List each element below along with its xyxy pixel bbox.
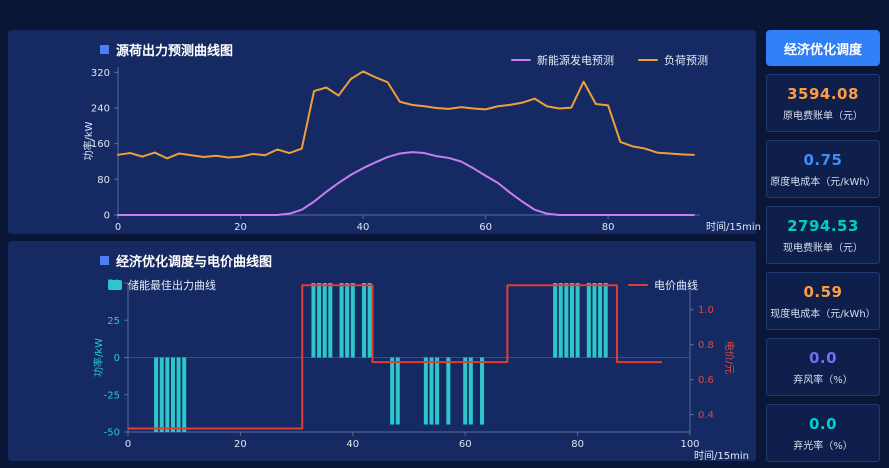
- svg-text:时间/15min: 时间/15min: [706, 220, 761, 233]
- stat-card: 0.0 弃风率（%）: [766, 338, 880, 396]
- svg-text:40: 40: [346, 439, 359, 450]
- svg-text:0.4: 0.4: [698, 410, 714, 421]
- panel-title-text: 经济优化调度与电价曲线图: [116, 255, 273, 270]
- svg-text:80: 80: [571, 439, 584, 450]
- stat-card: 0.75 原度电成本（元/kWh）: [766, 140, 880, 198]
- svg-text:时间/15min: 时间/15min: [694, 449, 749, 462]
- svg-text:0.8: 0.8: [698, 340, 714, 351]
- svg-text:0: 0: [125, 439, 131, 450]
- stat-value: 0.0: [808, 348, 838, 367]
- title-square-icon: [100, 45, 109, 54]
- stat-label: 现度电成本（元/kWh）: [770, 308, 876, 320]
- svg-text:0.6: 0.6: [698, 375, 714, 386]
- stat-value: 2794.53: [787, 216, 859, 235]
- svg-text:100: 100: [680, 439, 699, 450]
- svg-text:320: 320: [91, 68, 110, 79]
- legend-label: 负荷预测: [664, 54, 708, 67]
- svg-text:-50: -50: [104, 428, 120, 439]
- stat-value: 3594.08: [787, 84, 859, 103]
- stat-label: 弃光率（%）: [793, 440, 853, 452]
- legend-label: 电价曲线: [654, 279, 698, 292]
- svg-text:60: 60: [459, 439, 472, 450]
- storage-legend: 储能最佳出力曲线: [108, 277, 216, 293]
- legend-label: 储能最佳出力曲线: [128, 279, 216, 292]
- svg-text:60: 60: [479, 222, 492, 233]
- svg-text:1.0: 1.0: [698, 305, 714, 316]
- svg-text:40: 40: [357, 222, 370, 233]
- stat-card: 2794.53 现电费账单（元）: [766, 206, 880, 264]
- legend-item-storage[interactable]: 储能最佳出力曲线: [108, 277, 216, 293]
- storage-bar-icon: [108, 280, 122, 290]
- svg-text:80: 80: [97, 175, 110, 186]
- source-load-panel-title: 源荷出力预测曲线图: [8, 30, 756, 59]
- svg-text:240: 240: [91, 104, 110, 115]
- economic-dispatch-button[interactable]: 经济优化调度: [766, 30, 880, 66]
- svg-text:-25: -25: [104, 390, 120, 401]
- stat-value: 0.59: [803, 282, 843, 301]
- price-legend: 电价曲线: [628, 277, 698, 293]
- stat-card: 0.0 弃光率（%）: [766, 404, 880, 462]
- stat-label: 现电费账单（元）: [783, 242, 863, 254]
- source-load-legend: 新能源发电预测 负荷预测: [511, 52, 708, 68]
- dispatch-price-chart[interactable]: -50-25025500.40.60.81.0020406080100时间/15…: [8, 272, 756, 466]
- stat-label: 原电费账单（元）: [783, 110, 863, 122]
- svg-text:80: 80: [602, 222, 615, 233]
- svg-text:25: 25: [107, 316, 120, 327]
- stat-value: 0.75: [803, 150, 843, 169]
- svg-text:160: 160: [91, 139, 110, 150]
- svg-text:功率/kW: 功率/kW: [92, 338, 105, 377]
- source-load-panel: 源荷出力预测曲线图 新能源发电预测 负荷预测 0 80 160 240 320 0 20 40…: [8, 30, 761, 237]
- stat-label: 弃风率（%）: [793, 374, 853, 386]
- svg-text:20: 20: [234, 222, 247, 233]
- stat-card: 0.59 现度电成本（元/kWh）: [766, 272, 880, 330]
- price-line-icon: [628, 284, 648, 286]
- legend-item-load[interactable]: 负荷预测: [638, 52, 708, 68]
- dispatch-panel-title: 经济优化调度与电价曲线图: [8, 241, 756, 270]
- dispatch-price-panel: 经济优化调度与电价曲线图 储能最佳出力曲线 电价曲线 -50-25025500.…: [8, 241, 756, 462]
- panel-title-text: 源荷出力预测曲线图: [116, 44, 234, 59]
- title-square-icon: [100, 256, 109, 265]
- stat-label: 原度电成本（元/kWh）: [770, 176, 876, 188]
- stat-value: 0.0: [808, 414, 838, 433]
- load-line-icon: [638, 59, 658, 61]
- legend-item-price[interactable]: 电价曲线: [628, 277, 698, 293]
- svg-text:0: 0: [114, 353, 120, 364]
- svg-text:20: 20: [234, 439, 247, 450]
- svg-text:电价/元: 电价/元: [723, 341, 736, 374]
- source-load-chart[interactable]: 0 80 160 240 320 0 20 40 60 80 时间/15min 功率/kW: [8, 61, 761, 237]
- stat-card: 3594.08 原电费账单（元）: [766, 74, 880, 132]
- svg-text:功率/kW: 功率/kW: [82, 121, 95, 160]
- svg-text:0: 0: [104, 211, 110, 222]
- stats-column: 经济优化调度 3594.08 原电费账单（元） 0.75 原度电成本（元/kWh） 27…: [766, 30, 880, 462]
- legend-label: 新能源发电预测: [537, 54, 614, 67]
- renewable-line-icon: [511, 59, 531, 61]
- svg-text:0: 0: [115, 222, 121, 233]
- legend-item-renewable[interactable]: 新能源发电预测: [511, 52, 614, 68]
